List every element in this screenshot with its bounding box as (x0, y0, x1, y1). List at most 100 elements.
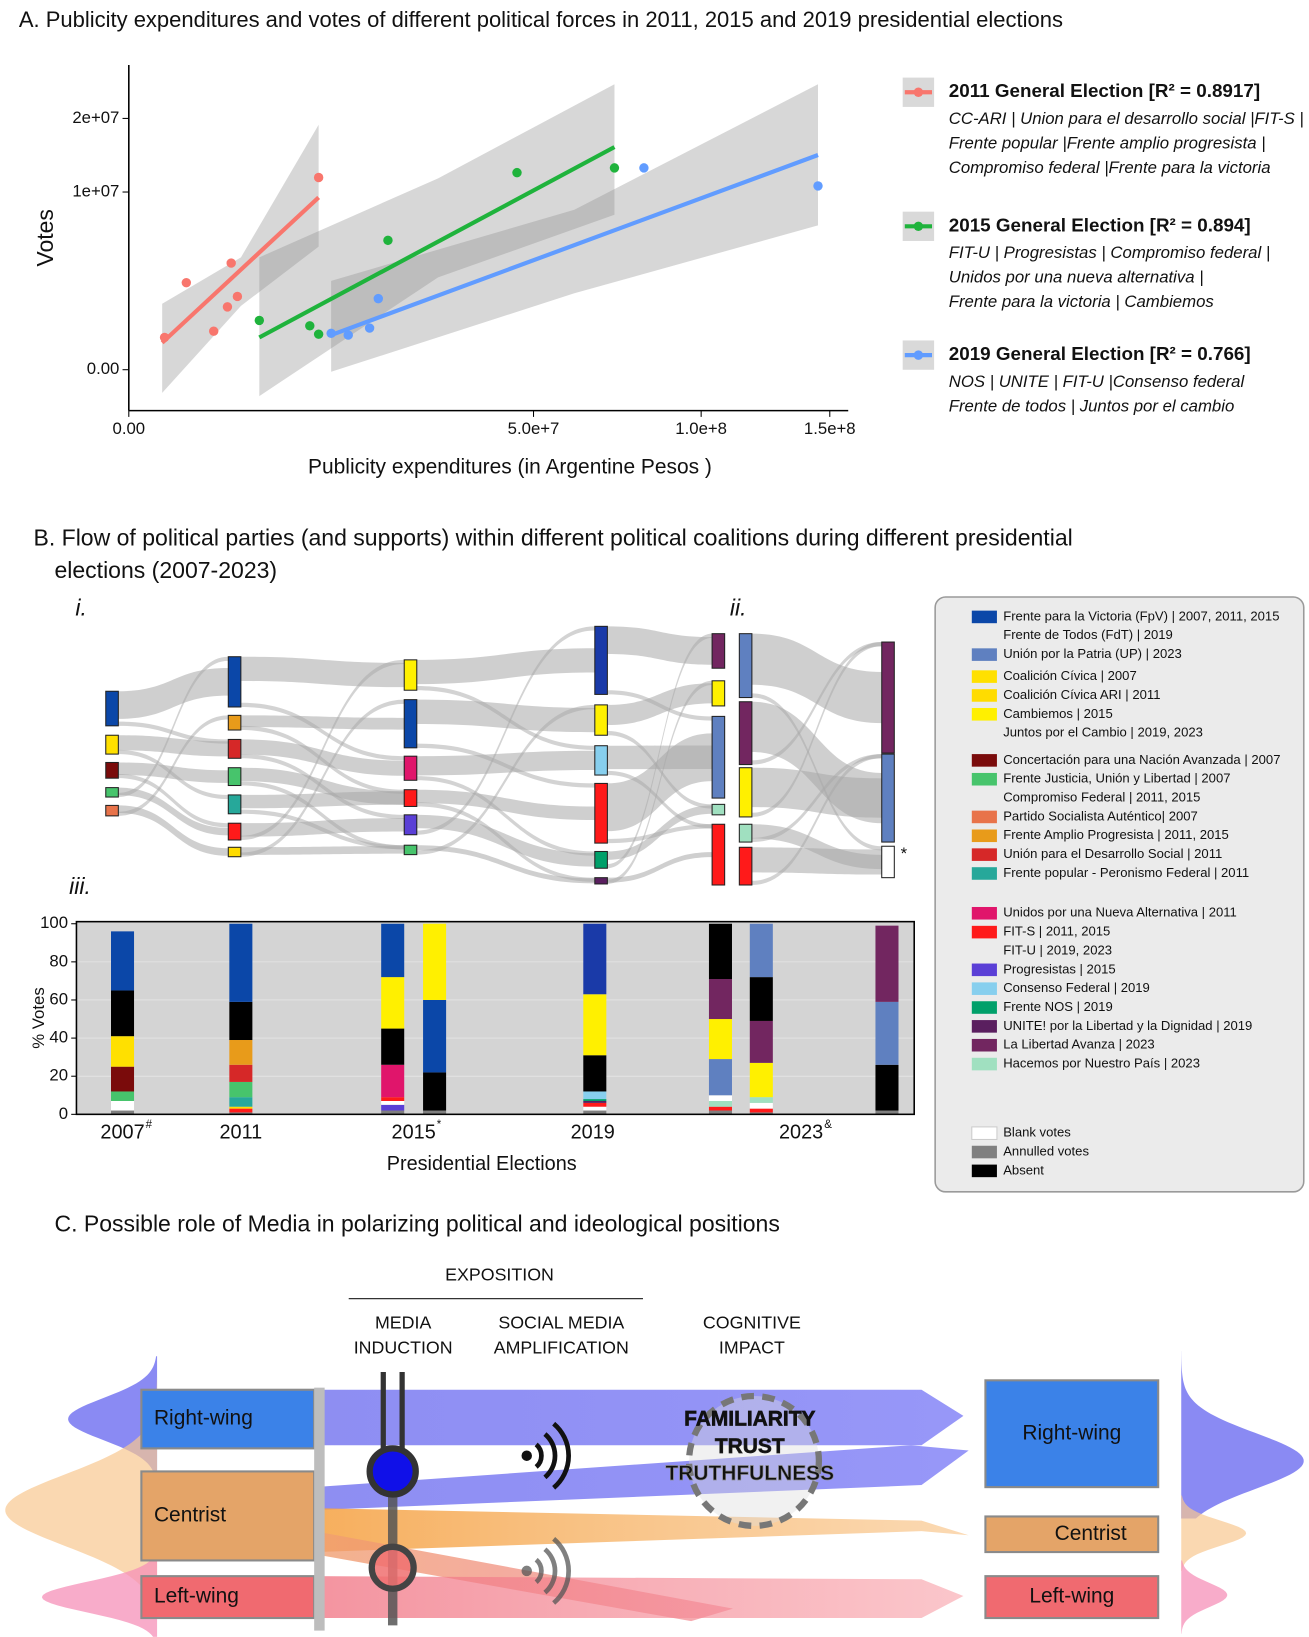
bar-segment (381, 1028, 405, 1065)
legend-parties: Frente popular |Frente amplio progresist… (949, 134, 1266, 153)
legend-swatch (971, 648, 997, 661)
flow (751, 754, 882, 885)
sankey-node (227, 846, 242, 858)
point (639, 163, 649, 173)
legend-label: Frente popular - Peronismo Federal | 201… (1003, 865, 1249, 880)
legend-parties: CC-ARI | Union para el desarrollo social… (949, 109, 1304, 128)
bar-segment (708, 1059, 732, 1096)
legend-parties: FIT-U | Progresistas | Compromiso federa… (949, 243, 1270, 262)
bar-segment (229, 1064, 253, 1082)
point (343, 330, 353, 340)
y-tick-label: 100 (40, 913, 68, 932)
confidence-band (331, 84, 819, 372)
legend-label: Compromiso Federal | 2011, 2015 (1003, 790, 1200, 805)
knob (368, 1543, 417, 1592)
group-box (984, 1515, 1160, 1554)
point (609, 163, 620, 173)
bar-segment (749, 923, 773, 978)
sankey-node (227, 738, 242, 759)
legend-box (934, 596, 1305, 1193)
bar-segment (229, 1081, 253, 1098)
bar-segment (749, 1112, 773, 1115)
y-axis-title: % Votes (29, 987, 48, 1048)
point (364, 323, 375, 333)
flow (416, 704, 595, 855)
group-label: Left-wing (1029, 1585, 1114, 1608)
sankey-node (403, 755, 418, 781)
stage-label: INDUCTION (354, 1338, 453, 1358)
stage-label: IMPACT (719, 1338, 785, 1358)
knob (366, 1445, 419, 1498)
point (813, 181, 823, 191)
legend-label: Frente Amplio Progresista | 2011, 2015 (1003, 827, 1229, 842)
distribution (5, 1377, 158, 1592)
legend-swatch (971, 708, 997, 721)
legend-label: Partido Socialista Auténtico| 2007 (1003, 808, 1198, 823)
legend-swatch (971, 1164, 997, 1178)
bar-segment (111, 1100, 135, 1111)
confidence-band (162, 124, 319, 393)
sankey-node (403, 659, 418, 691)
panel-title: elections (2007-2023) (54, 557, 277, 583)
sankey-node (594, 850, 608, 869)
bar-segment (111, 1110, 135, 1115)
x-tick-label: 1.5e+8 (804, 419, 856, 438)
legend-swatch (971, 772, 997, 786)
flow (607, 683, 713, 725)
flow (751, 633, 882, 724)
sankey-node (227, 822, 242, 841)
bar-segment (749, 1108, 773, 1113)
legend-swatch (971, 925, 997, 939)
plot-background (76, 921, 915, 1115)
bar-segment (875, 925, 899, 1002)
bar-segment (111, 931, 135, 991)
flow (416, 648, 595, 685)
flow (416, 776, 595, 856)
point (226, 258, 236, 268)
point (208, 326, 219, 336)
sankey-node (105, 787, 119, 798)
legend-swatch (971, 848, 997, 861)
sankey-node (594, 782, 608, 844)
legend-label: Unión por la Patria (UP) | 2023 (1003, 646, 1182, 661)
stage-header: EXPOSITION (445, 1264, 554, 1284)
bar-segment (708, 1095, 732, 1101)
point (305, 321, 315, 331)
legend-label: FIT-S | 2011, 2015 (1003, 924, 1110, 939)
panel-title: C. Possible role of Media in polarizing … (54, 1210, 779, 1236)
y-tick-label: 80 (49, 951, 68, 970)
sankey-node (227, 794, 242, 815)
legend-label: 2011 General Election [R² = 0.8917] (949, 80, 1260, 101)
sankey-node (227, 714, 242, 731)
point (159, 332, 170, 343)
signal-dot (521, 1565, 532, 1577)
flow (416, 814, 595, 867)
legend-swatch (971, 754, 997, 767)
legend-label: Frente para la Victoria (FpV) | 2007, 20… (1003, 608, 1279, 623)
stage-label: SOCIAL MEDIA (498, 1312, 624, 1332)
signal-arc (534, 1557, 544, 1584)
flow (118, 735, 229, 757)
legend-swatch (971, 670, 997, 683)
sankey-node (711, 803, 726, 816)
signal-arc (543, 1547, 558, 1595)
legend-label: Frente Justicia, Unión y Libertad | 2007 (1003, 771, 1230, 786)
sankey-node (594, 704, 608, 736)
legend-swatch (971, 1038, 997, 1052)
signal-dot (521, 1450, 532, 1461)
sankey-node (594, 745, 608, 776)
legend-label: Annulled votes (1003, 1143, 1089, 1158)
group-label: Centrist (154, 1503, 226, 1526)
point (313, 329, 324, 339)
bar-segment (229, 1040, 253, 1065)
flow (416, 626, 595, 835)
sankey-node (403, 814, 418, 836)
flow (118, 787, 229, 836)
bar-segment (229, 1112, 253, 1115)
x-tick-label: 1.0e+8 (675, 419, 727, 438)
legend-label: Coalición Cívica | 2007 (1003, 668, 1137, 683)
bar-segment (708, 1106, 732, 1111)
fit-line (258, 145, 616, 340)
legend-label: Unión para el Desarrollo Social | 2011 (1003, 846, 1222, 861)
sub-label: iii. (69, 873, 91, 899)
